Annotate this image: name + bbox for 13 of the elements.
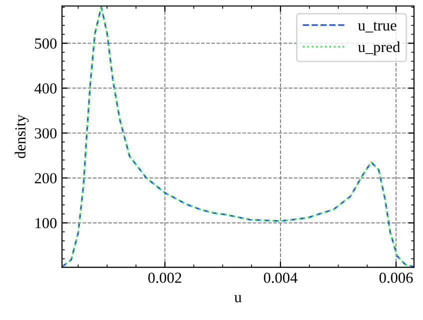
y-tick-label: 300	[34, 128, 57, 139]
legend-label: u_true	[358, 22, 396, 32]
y-tick-label: 500	[35, 38, 57, 49]
y-tick-label: 400	[34, 83, 57, 94]
y-tick-label: 200	[34, 173, 57, 184]
x-tick-label: 0.004	[264, 272, 298, 283]
x-tick-label: 0.002	[148, 272, 182, 283]
line-series	[62, 6, 414, 268]
legend-label: u_pred	[358, 41, 400, 56]
y-axis-title: density	[14, 114, 29, 158]
x-tick-label: 0.006	[379, 272, 413, 283]
x-axis-title: u	[234, 295, 242, 302]
y-tick-label: 100	[36, 218, 57, 228]
